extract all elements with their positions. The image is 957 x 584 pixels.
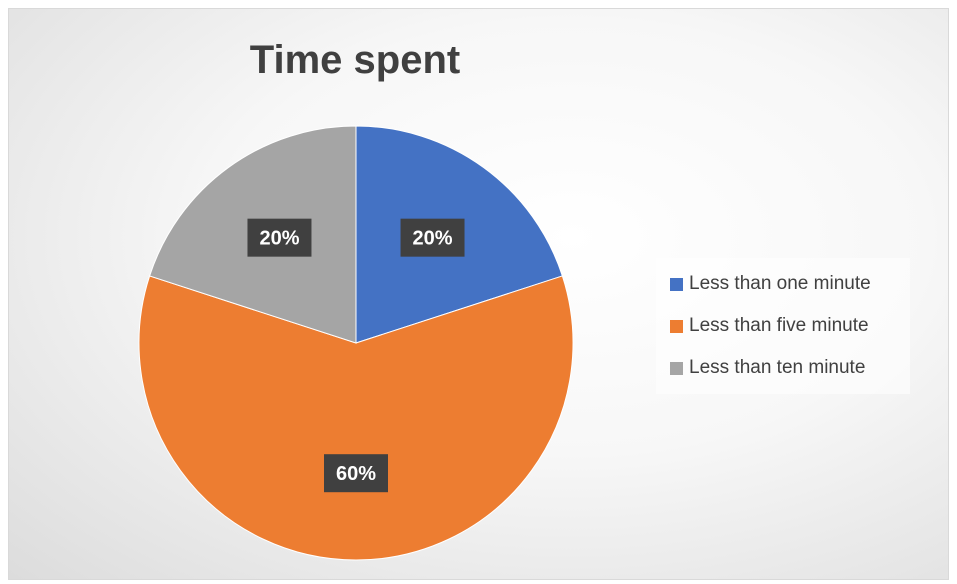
- data-label: 20%: [400, 218, 465, 257]
- legend-label: Less than one minute: [689, 273, 871, 294]
- slice-less-than-five-minute: [138, 275, 574, 561]
- legend-swatch: [670, 319, 683, 333]
- data-label: 60%: [324, 454, 388, 493]
- legend: Less than one minute Less than five minu…: [656, 258, 910, 394]
- data-label-box: [247, 218, 312, 257]
- data-label-text: 60%: [336, 463, 376, 485]
- data-label-box: [400, 218, 465, 257]
- legend-item-five-minute: Less than five minute: [670, 314, 869, 338]
- legend-label: Less than five minute: [689, 315, 869, 336]
- legend-swatch: [670, 277, 683, 291]
- legend-item-ten-minute: Less than ten minute: [670, 356, 865, 380]
- data-label-text: 20%: [413, 228, 453, 250]
- legend-label: Less than ten minute: [689, 357, 866, 378]
- legend-item-one-minute: Less than one minute: [670, 272, 871, 296]
- legend-swatch: [670, 361, 683, 375]
- data-label-text: 20%: [259, 228, 299, 250]
- data-label: 20%: [247, 218, 312, 257]
- chart-title: Time spent: [249, 38, 461, 82]
- data-label-box: [324, 454, 388, 493]
